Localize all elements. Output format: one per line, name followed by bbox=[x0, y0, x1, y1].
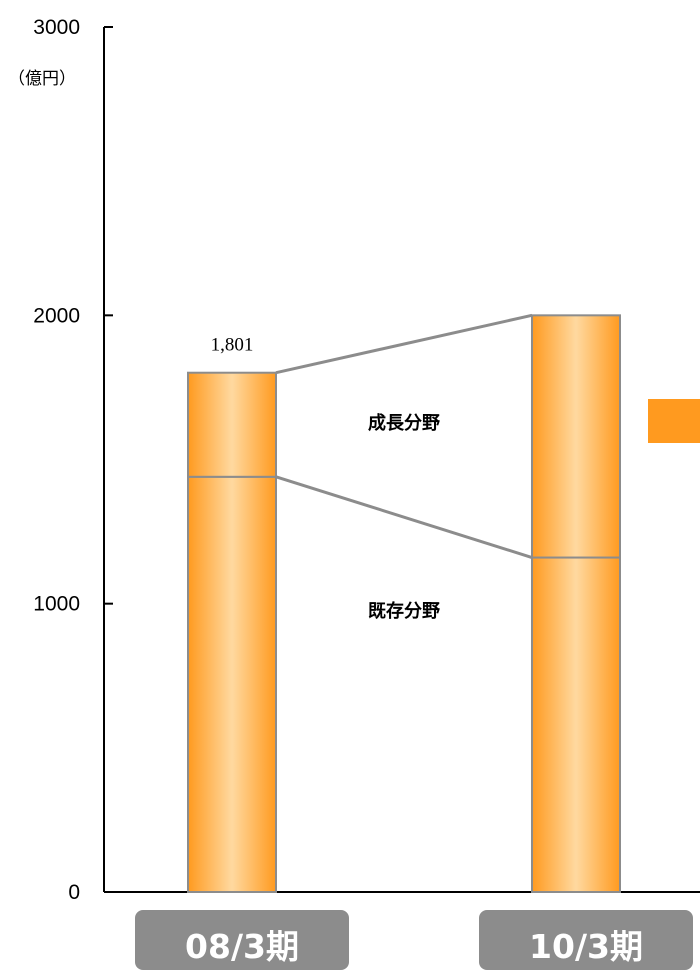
bar-segment-existing bbox=[187, 475, 277, 893]
connector-split bbox=[275, 475, 533, 559]
y-tick-label: 2000 bbox=[33, 304, 80, 327]
segment-label-growth: 成長分野 bbox=[368, 412, 440, 434]
bars bbox=[187, 314, 621, 893]
total-value-label: 1,801 bbox=[211, 335, 254, 356]
bar-segment-growth bbox=[531, 314, 621, 559]
y-tick-label: 3000 bbox=[33, 16, 80, 39]
connector-lines bbox=[275, 313, 533, 559]
connector-top bbox=[275, 313, 533, 375]
segment-label-existing: 既存分野 bbox=[368, 600, 440, 622]
category-label: 10/3期 bbox=[529, 927, 643, 966]
arrow-marker bbox=[648, 399, 700, 443]
bar-segment-growth bbox=[187, 371, 277, 478]
y-unit-label: （億円） bbox=[8, 69, 76, 89]
y-tick-label: 1000 bbox=[33, 593, 80, 616]
category-label-box bbox=[479, 910, 693, 970]
bar-segment-existing bbox=[531, 556, 621, 893]
category-label: 08/3期 bbox=[185, 927, 299, 966]
y-tick-label: 0 bbox=[68, 881, 80, 904]
category-label-box bbox=[135, 910, 349, 970]
